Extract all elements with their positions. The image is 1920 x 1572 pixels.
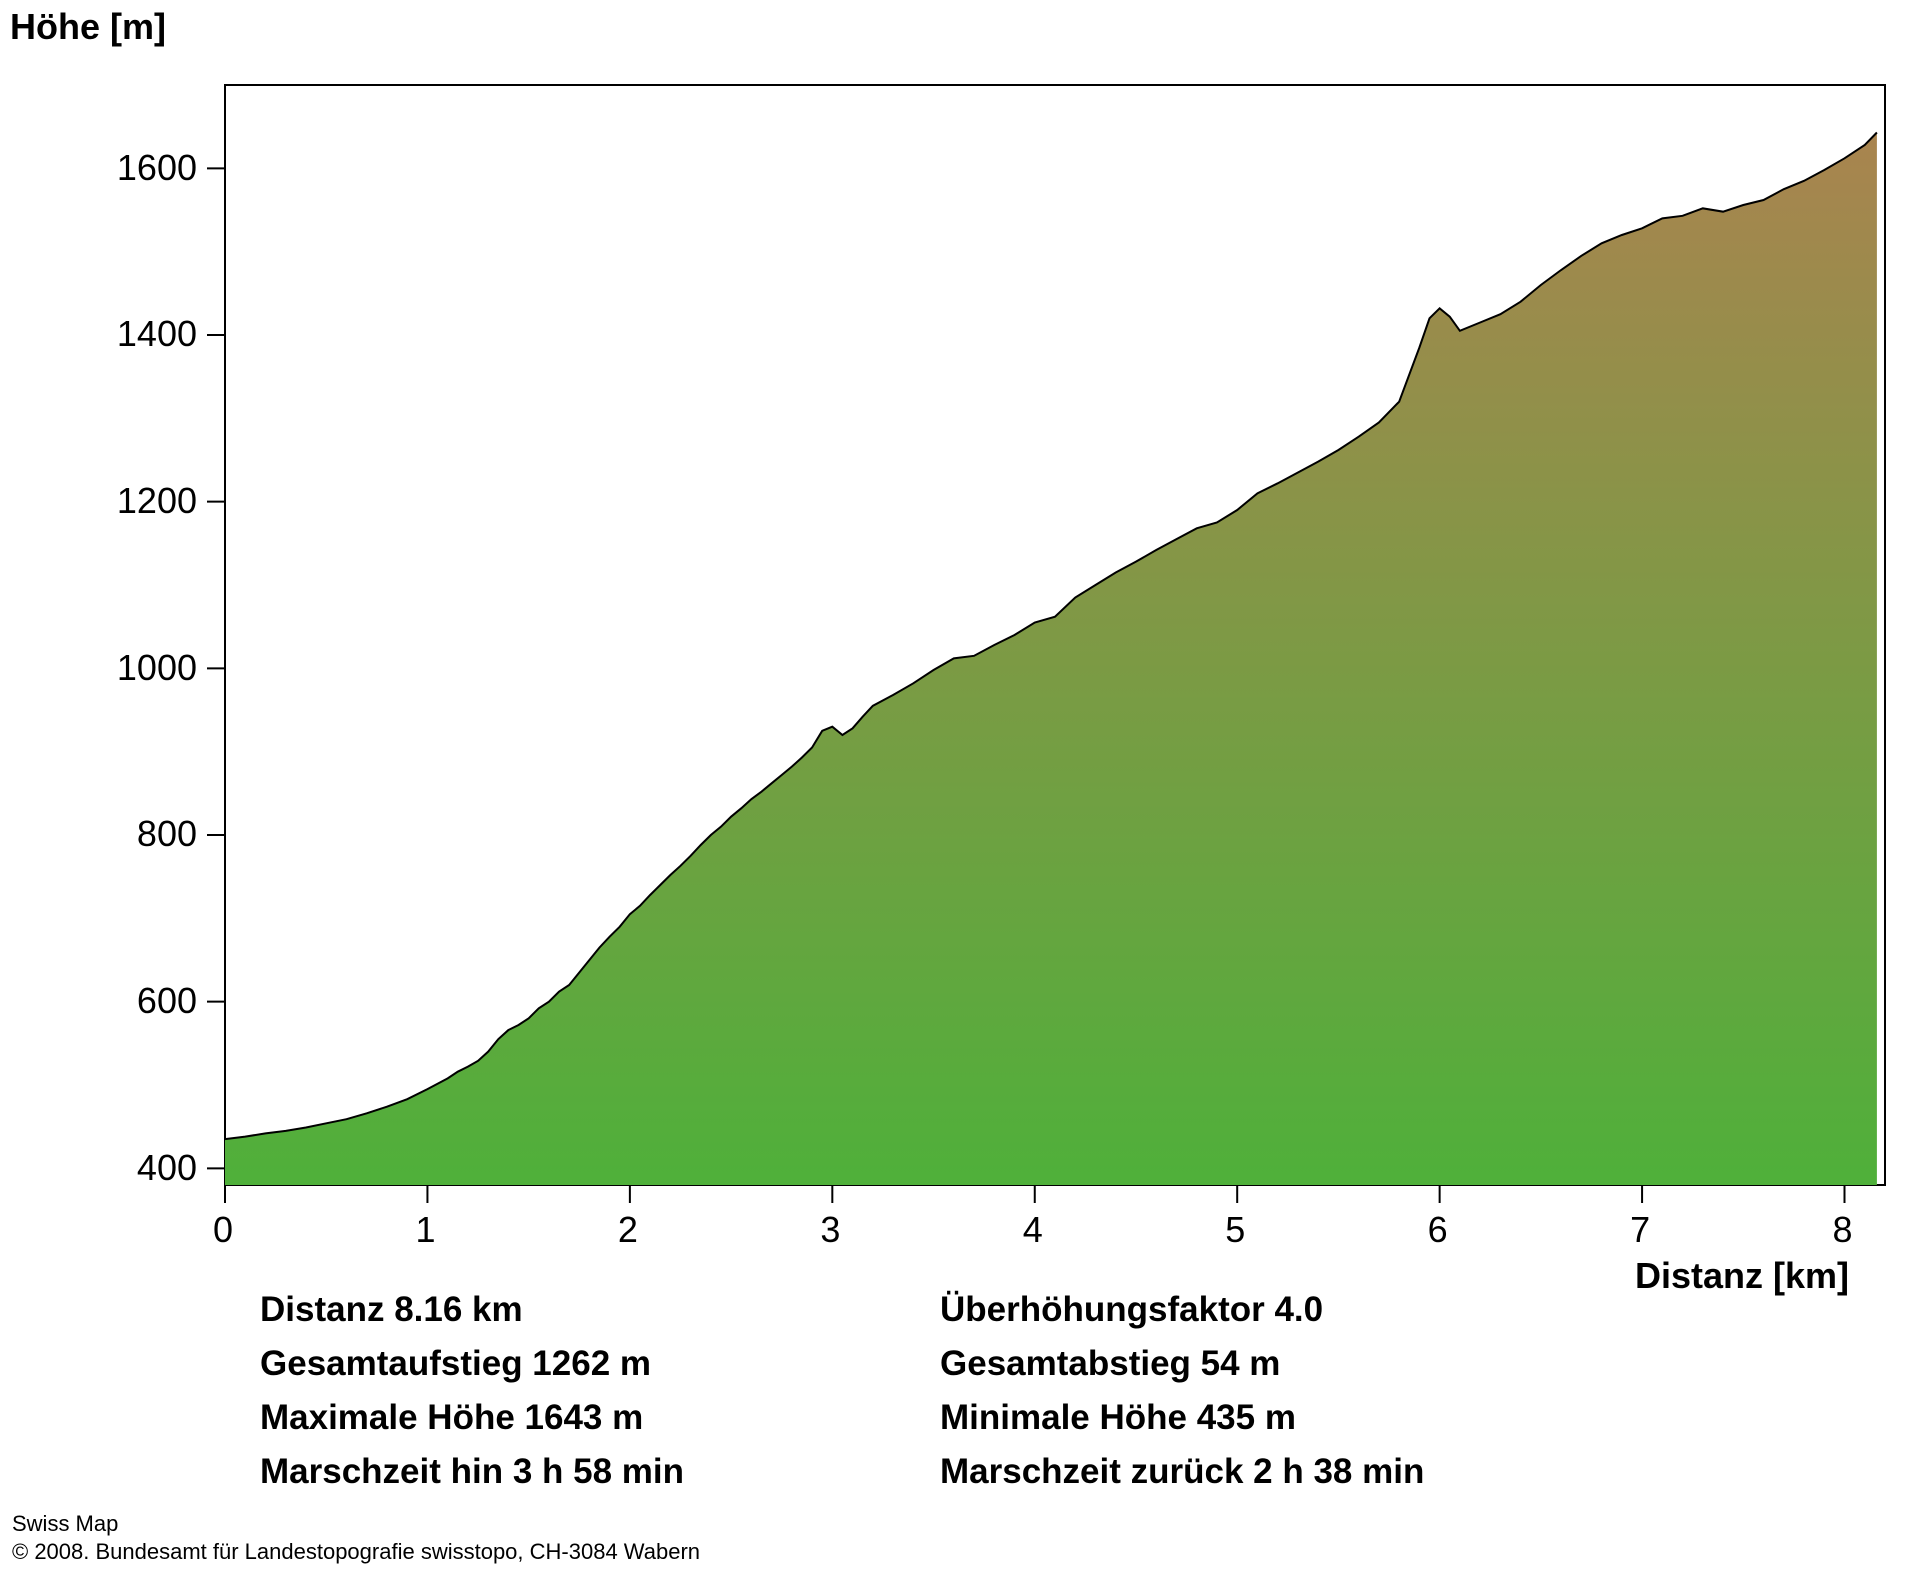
stat-right-0: Überhöhungsfaktor 4.0: [940, 1290, 1560, 1330]
x-tick-label: 0: [213, 1209, 233, 1251]
y-tick-label: 1000: [117, 647, 197, 689]
stat-left-0: Distanz 8.16 km: [260, 1290, 880, 1330]
stat-right-1: Gesamtabstieg 54 m: [940, 1344, 1560, 1384]
y-tick-label: 800: [137, 813, 197, 855]
x-tick-label: 2: [618, 1209, 638, 1251]
y-tick-label: 1600: [117, 147, 197, 189]
stats-table: Distanz 8.16 km Überhöhungsfaktor 4.0 Gesa…: [260, 1290, 1560, 1492]
stat-left-2: Maximale Höhe 1643 m: [260, 1398, 880, 1438]
footer-line1: Swiss Map: [12, 1510, 700, 1538]
elevation-profile-chart: [225, 85, 1885, 1185]
x-tick-label: 1: [415, 1209, 435, 1251]
x-tick-label: 8: [1833, 1209, 1853, 1251]
y-axis-ticks: [207, 168, 225, 1168]
page-root: Höhe [m] 400 600 800 1000 1200 1400 1600 0 1 2 3 4…: [0, 0, 1920, 1572]
y-tick-label: 1200: [117, 480, 197, 522]
y-tick-label: 400: [137, 1147, 197, 1189]
y-axis-title: Höhe [m]: [10, 6, 166, 48]
stat-right-2: Minimale Höhe 435 m: [940, 1398, 1560, 1438]
y-tick-label: 600: [137, 980, 197, 1022]
x-tick-label: 7: [1630, 1209, 1650, 1251]
footer-attribution: Swiss Map © 2008. Bundesamt für Landesto…: [12, 1510, 700, 1565]
x-axis-ticks: [225, 1185, 1845, 1203]
x-tick-label: 5: [1225, 1209, 1245, 1251]
footer-line2: © 2008. Bundesamt für Landestopografie s…: [12, 1538, 700, 1566]
stat-left-3: Marschzeit hin 3 h 58 min: [260, 1452, 880, 1492]
elevation-area: [225, 133, 1877, 1186]
x-axis-title: Distanz [km]: [1635, 1255, 1849, 1297]
x-tick-label: 4: [1023, 1209, 1043, 1251]
x-tick-label: 3: [820, 1209, 840, 1251]
stat-right-3: Marschzeit zurück 2 h 38 min: [940, 1452, 1560, 1492]
x-tick-label: 6: [1428, 1209, 1448, 1251]
stat-left-1: Gesamtaufstieg 1262 m: [260, 1344, 880, 1384]
y-tick-label: 1400: [117, 313, 197, 355]
